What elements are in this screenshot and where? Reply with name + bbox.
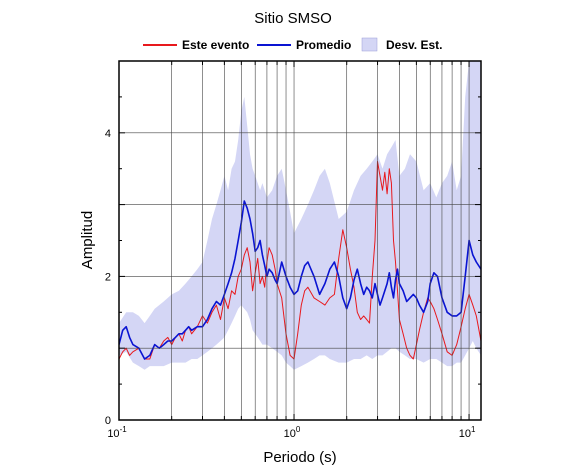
y-tick-label: 4 — [105, 128, 111, 140]
x-tick-label: 10-1 — [107, 425, 127, 440]
legend: Este evento Promedio Desv. Est. — [143, 37, 442, 52]
plot-area — [119, 61, 481, 370]
x-tick-label: 100 — [284, 425, 301, 440]
mean-series-line — [119, 200, 481, 360]
axis-ticks: 0 2 4 10-1 100 101 — [105, 60, 481, 440]
chart-title: Sitio SMSO — [254, 10, 332, 27]
legend-label-mean: Promedio — [296, 38, 351, 52]
x-axis-label: Periodo (s) — [263, 449, 336, 466]
legend-label-std: Desv. Est. — [386, 38, 442, 52]
legend-label-event: Este evento — [182, 38, 249, 52]
y-axis-label: Amplitud — [79, 211, 96, 269]
x-tick-label: 101 — [459, 425, 476, 440]
legend-swatch-std — [361, 37, 378, 52]
gridlines — [118, 60, 481, 420]
plot-frame — [118, 60, 482, 421]
y-tick-label: 0 — [105, 415, 111, 427]
std-band — [119, 61, 481, 370]
y-tick-label: 2 — [105, 271, 111, 283]
